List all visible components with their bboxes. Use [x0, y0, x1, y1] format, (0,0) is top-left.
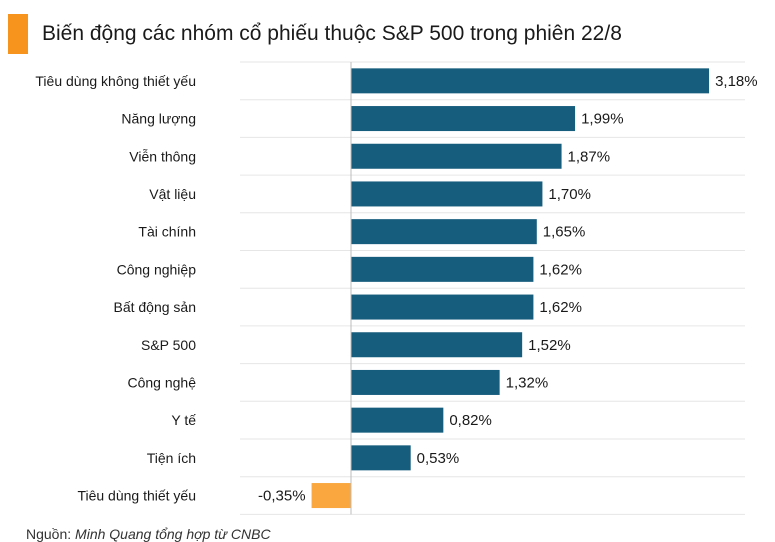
bar	[351, 68, 710, 94]
value-label: 1,70%	[548, 186, 591, 203]
category-label: Năng lượng	[121, 111, 196, 127]
title-accent-bar	[8, 14, 28, 54]
title-block: Biến động các nhóm cổ phiếu thuộc S&P 50…	[8, 14, 622, 54]
value-label: 1,99%	[581, 111, 624, 128]
bar	[351, 256, 534, 282]
bar-chart: Tiêu dùng không thiết yếu 3,18% Năng lượng…	[35, 61, 758, 515]
bar	[351, 332, 523, 358]
value-label: 3,18%	[715, 73, 758, 90]
category-label: Công nghiệp	[117, 261, 197, 277]
bar	[351, 106, 576, 132]
value-label: 1,32%	[506, 374, 549, 391]
value-label: 0,82%	[449, 412, 492, 429]
value-label: 1,62%	[539, 299, 582, 316]
category-label: Tiêu dùng không thiết yếu	[35, 73, 196, 89]
category-label: Tài chính	[138, 224, 196, 240]
category-label: S&P 500	[141, 337, 196, 353]
bar	[351, 219, 537, 245]
bar	[351, 369, 500, 395]
category-label: Tiện ích	[147, 450, 196, 466]
value-label: 0,53%	[417, 450, 460, 467]
bar	[351, 143, 562, 169]
value-label: 1,65%	[543, 224, 586, 241]
category-label: Công nghệ	[127, 374, 196, 390]
source-note: Nguồn: Minh Quang tổng hợp từ CNBC	[26, 526, 271, 542]
chart-title: Biến động các nhóm cổ phiếu thuộc S&P 50…	[42, 22, 622, 45]
value-label: 1,87%	[568, 148, 611, 165]
bar	[311, 483, 351, 509]
value-label: -0,35%	[258, 488, 306, 505]
category-label: Viễn thông	[129, 148, 196, 164]
bar	[351, 294, 534, 320]
value-label: 1,52%	[528, 337, 571, 354]
value-label: 1,62%	[539, 261, 582, 278]
bar	[351, 445, 411, 471]
category-label: Tiêu dùng thiết yếu	[77, 488, 196, 504]
source-text: Minh Quang tổng hợp từ CNBC	[75, 526, 271, 542]
category-label: Vật liệu	[149, 186, 196, 202]
bar	[351, 181, 543, 207]
category-label: Y tế	[171, 412, 196, 428]
category-label: Bất động sản	[113, 299, 196, 315]
bar	[351, 407, 444, 433]
source-prefix: Nguồn:	[26, 526, 76, 542]
